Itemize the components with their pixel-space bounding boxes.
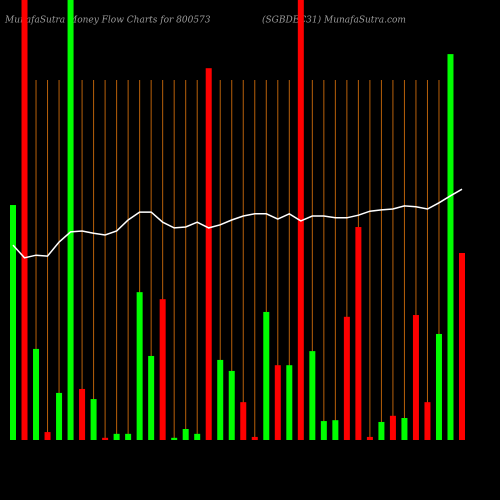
bar xyxy=(10,205,16,440)
bar xyxy=(67,0,74,440)
bar xyxy=(102,437,109,440)
bar xyxy=(355,227,362,440)
bar xyxy=(228,370,235,440)
bar xyxy=(79,388,86,440)
bar xyxy=(389,415,396,440)
bar xyxy=(343,316,350,440)
money-flow-line xyxy=(12,188,463,259)
bar xyxy=(113,433,120,440)
bar xyxy=(435,333,442,440)
bar xyxy=(125,433,132,440)
chart-subtitle: (SGBDEC31) MunafaSutra.com xyxy=(262,15,406,26)
bar xyxy=(366,436,373,440)
bar xyxy=(274,365,281,440)
bar xyxy=(447,54,454,441)
bar xyxy=(332,420,339,440)
bar xyxy=(21,0,28,440)
bar xyxy=(401,418,408,440)
bar xyxy=(412,315,419,440)
bar xyxy=(297,0,304,440)
bar xyxy=(194,433,201,440)
bar xyxy=(251,436,258,440)
bar xyxy=(90,399,97,440)
bar xyxy=(148,355,155,440)
bar xyxy=(320,421,327,440)
bar xyxy=(459,253,465,440)
bar xyxy=(56,392,63,440)
bar xyxy=(217,359,224,440)
bar xyxy=(286,365,293,440)
bar xyxy=(159,299,166,440)
bar xyxy=(240,402,247,440)
bar xyxy=(136,292,143,440)
bar xyxy=(309,351,316,440)
bar xyxy=(378,421,385,440)
bar xyxy=(171,437,178,440)
bar xyxy=(205,68,212,440)
bar xyxy=(263,311,270,440)
bar xyxy=(182,429,189,440)
chart-title: MunafaSutra Money Flow Charts for 800573 xyxy=(4,16,211,26)
bar xyxy=(424,402,431,440)
bar xyxy=(44,432,51,440)
bar xyxy=(33,348,40,440)
